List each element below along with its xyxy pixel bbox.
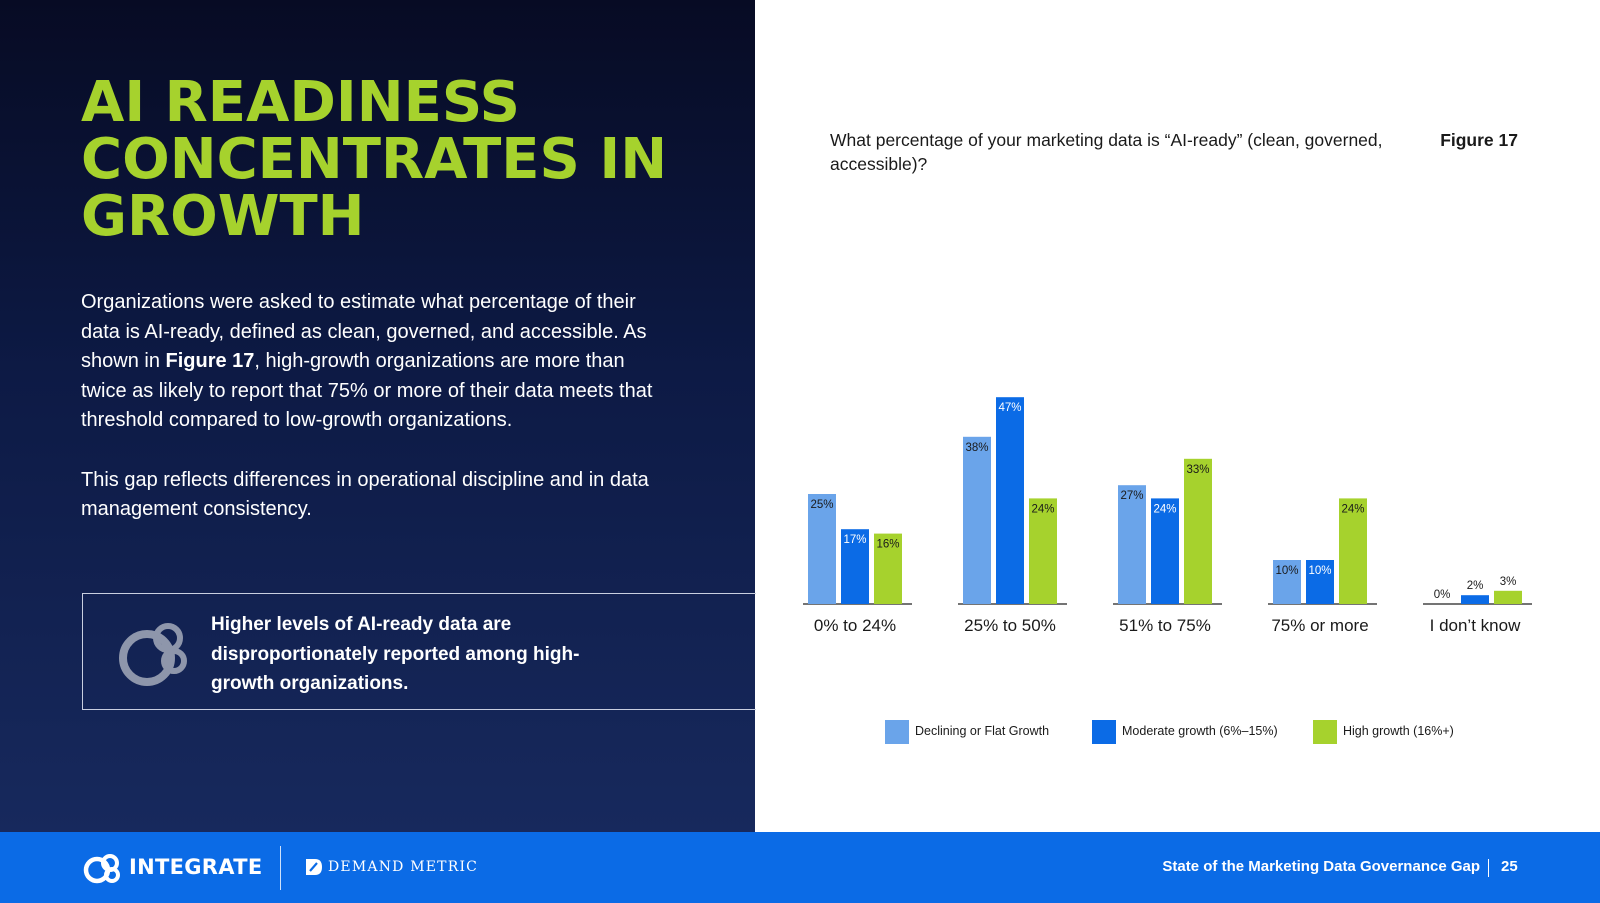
body-text: Organizations were asked to estimate wha… (81, 288, 661, 554)
integrate-brand-name: INTEGRATE (129, 855, 263, 879)
legend-swatch (885, 720, 909, 744)
bar (1461, 595, 1489, 604)
bar (1306, 560, 1334, 604)
chart-question: What percentage of your marketing data i… (830, 130, 1383, 174)
legend-swatch (1092, 720, 1116, 744)
bar-value-label: 0% (1434, 589, 1451, 601)
bar (1273, 560, 1301, 604)
legend-label: Declining or Flat Growth (915, 724, 1050, 738)
legend-swatch (1313, 720, 1337, 744)
figure-reference: Figure 17 (165, 350, 255, 373)
page-number: 25 (1501, 858, 1518, 875)
footer-report-title: State of the Marketing Data Governance G… (1162, 858, 1480, 875)
intro-text-start: Organizations were asked to estimate wha… (81, 291, 647, 373)
bar (874, 533, 902, 604)
bar-value-label: 24% (1341, 503, 1364, 515)
bar (1118, 485, 1146, 604)
category-label: 75% or more (1271, 616, 1368, 635)
bar-value-label: 25% (810, 499, 833, 511)
bar (996, 397, 1024, 604)
headline-line-3: GROWTH (81, 184, 365, 249)
footer: INTEGRATE DEMAND METRIC State of the Mar… (0, 832, 1600, 903)
bar (1029, 498, 1057, 604)
intro-text-end: , high-growth organizations are more tha… (81, 350, 653, 432)
legend-label: High growth (16%+) (1343, 724, 1454, 738)
figure-label: Figure 17 (1440, 130, 1518, 150)
bar (1494, 590, 1522, 604)
category-label: 0% to 24% (814, 616, 896, 635)
bubbles-icon (119, 623, 187, 686)
bar-value-label: 38% (965, 442, 988, 454)
headline: AI READINESS CONCENTRATES IN GROWTH (81, 74, 721, 245)
intro-paragraph: Organizations were asked to estimate wha… (81, 288, 661, 436)
bar (1184, 458, 1212, 604)
demand-metric-logo-icon (306, 859, 322, 875)
second-paragraph: This gap reflects differences in operati… (81, 468, 649, 521)
category-label: I don’t know (1430, 616, 1521, 635)
bar-value-label: 3% (1500, 576, 1517, 588)
bar-value-label: 33% (1186, 464, 1209, 476)
headline-line-2: CONCENTRATES IN (81, 127, 668, 192)
footer-page-separator (1488, 859, 1489, 877)
bar (808, 494, 836, 604)
footer-divider (280, 846, 281, 890)
callout-text: Higher levels of AI-ready data are dispr… (211, 614, 580, 694)
bar-chart: 25% 17% 16% 0% to 24% 38% 47% 24% 25% to 50% 27%… (803, 397, 1532, 635)
bar (1339, 498, 1367, 604)
legend-label: Moderate growth (6%–15%) (1122, 724, 1278, 738)
bar-value-label: 27% (1120, 490, 1143, 502)
demand-metric-name: DEMAND METRIC (328, 859, 479, 875)
bar-value-label: 10% (1275, 565, 1298, 577)
bar-value-label: 17% (843, 534, 866, 546)
bar-value-label: 24% (1153, 503, 1176, 515)
bar-value-label: 47% (998, 402, 1021, 414)
bar-value-label: 16% (876, 539, 899, 551)
bar-value-label: 10% (1308, 565, 1331, 577)
bar (1151, 498, 1179, 604)
callout-box: Higher levels of AI-ready data are dispr… (82, 593, 756, 710)
category-label: 25% to 50% (964, 616, 1056, 635)
bar (841, 529, 869, 604)
bar (963, 436, 991, 604)
bar-value-label: 24% (1031, 503, 1054, 515)
integrate-logo-icon (83, 854, 120, 884)
left-panel: AI READINESS CONCENTRATES IN GROWTH Orga… (0, 0, 756, 832)
category-label: 51% to 75% (1119, 616, 1211, 635)
bar-value-label: 2% (1467, 580, 1484, 592)
headline-line-1: AI READINESS (81, 70, 520, 135)
